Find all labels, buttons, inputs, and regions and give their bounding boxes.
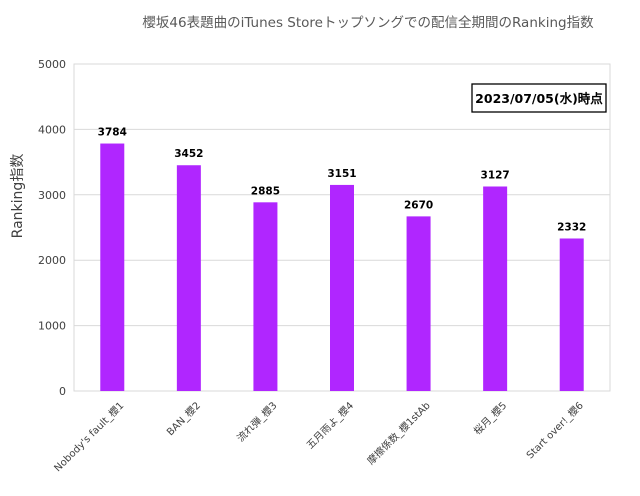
y-tick-label: 4000 xyxy=(38,123,66,136)
data-label: 3151 xyxy=(327,168,356,180)
bars xyxy=(100,143,584,391)
x-tick-label: 摩擦係数_櫻1stAb xyxy=(364,399,432,467)
data-label: 2332 xyxy=(557,221,586,233)
y-tick-label: 3000 xyxy=(38,189,66,202)
data-label: 2885 xyxy=(251,185,280,197)
data-label: 3784 xyxy=(98,127,127,139)
bar xyxy=(176,165,201,391)
bar xyxy=(559,238,584,391)
data-label: 3127 xyxy=(481,169,510,181)
x-tick-label: Start over!_櫻6 xyxy=(523,399,585,461)
x-tick-label: BAN_櫻2 xyxy=(164,399,203,438)
y-tick-label: 5000 xyxy=(38,58,66,71)
annotation-border xyxy=(471,83,607,113)
bar xyxy=(483,186,508,391)
y-tick-label: 1000 xyxy=(38,320,66,333)
x-tick-label: 流れ弾_櫻3 xyxy=(234,399,280,445)
bar xyxy=(253,202,278,391)
y-tick-label: 2000 xyxy=(38,254,66,267)
date-annotation: 2023/07/05(水)時点 xyxy=(471,83,607,113)
y-axis-label: Ranking指数 xyxy=(10,154,26,239)
data-label: 2670 xyxy=(404,199,433,211)
bar xyxy=(406,216,431,391)
annotation-text: 2023/07/05(水)時点 xyxy=(475,91,603,106)
y-tick-label: 0 xyxy=(59,385,66,398)
x-tick-label: 五月雨よ_櫻4 xyxy=(304,399,357,452)
data-label: 3452 xyxy=(174,148,203,160)
bar xyxy=(100,143,125,391)
bar xyxy=(330,184,354,391)
chart-title: 櫻坂46表題曲のiTunes Storeトップソングでの配信全期間のRankin… xyxy=(142,14,594,31)
x-tick-label: Nobody's fault_櫻1 xyxy=(51,399,126,474)
x-tick-label: 桜月_櫻5 xyxy=(471,399,509,437)
